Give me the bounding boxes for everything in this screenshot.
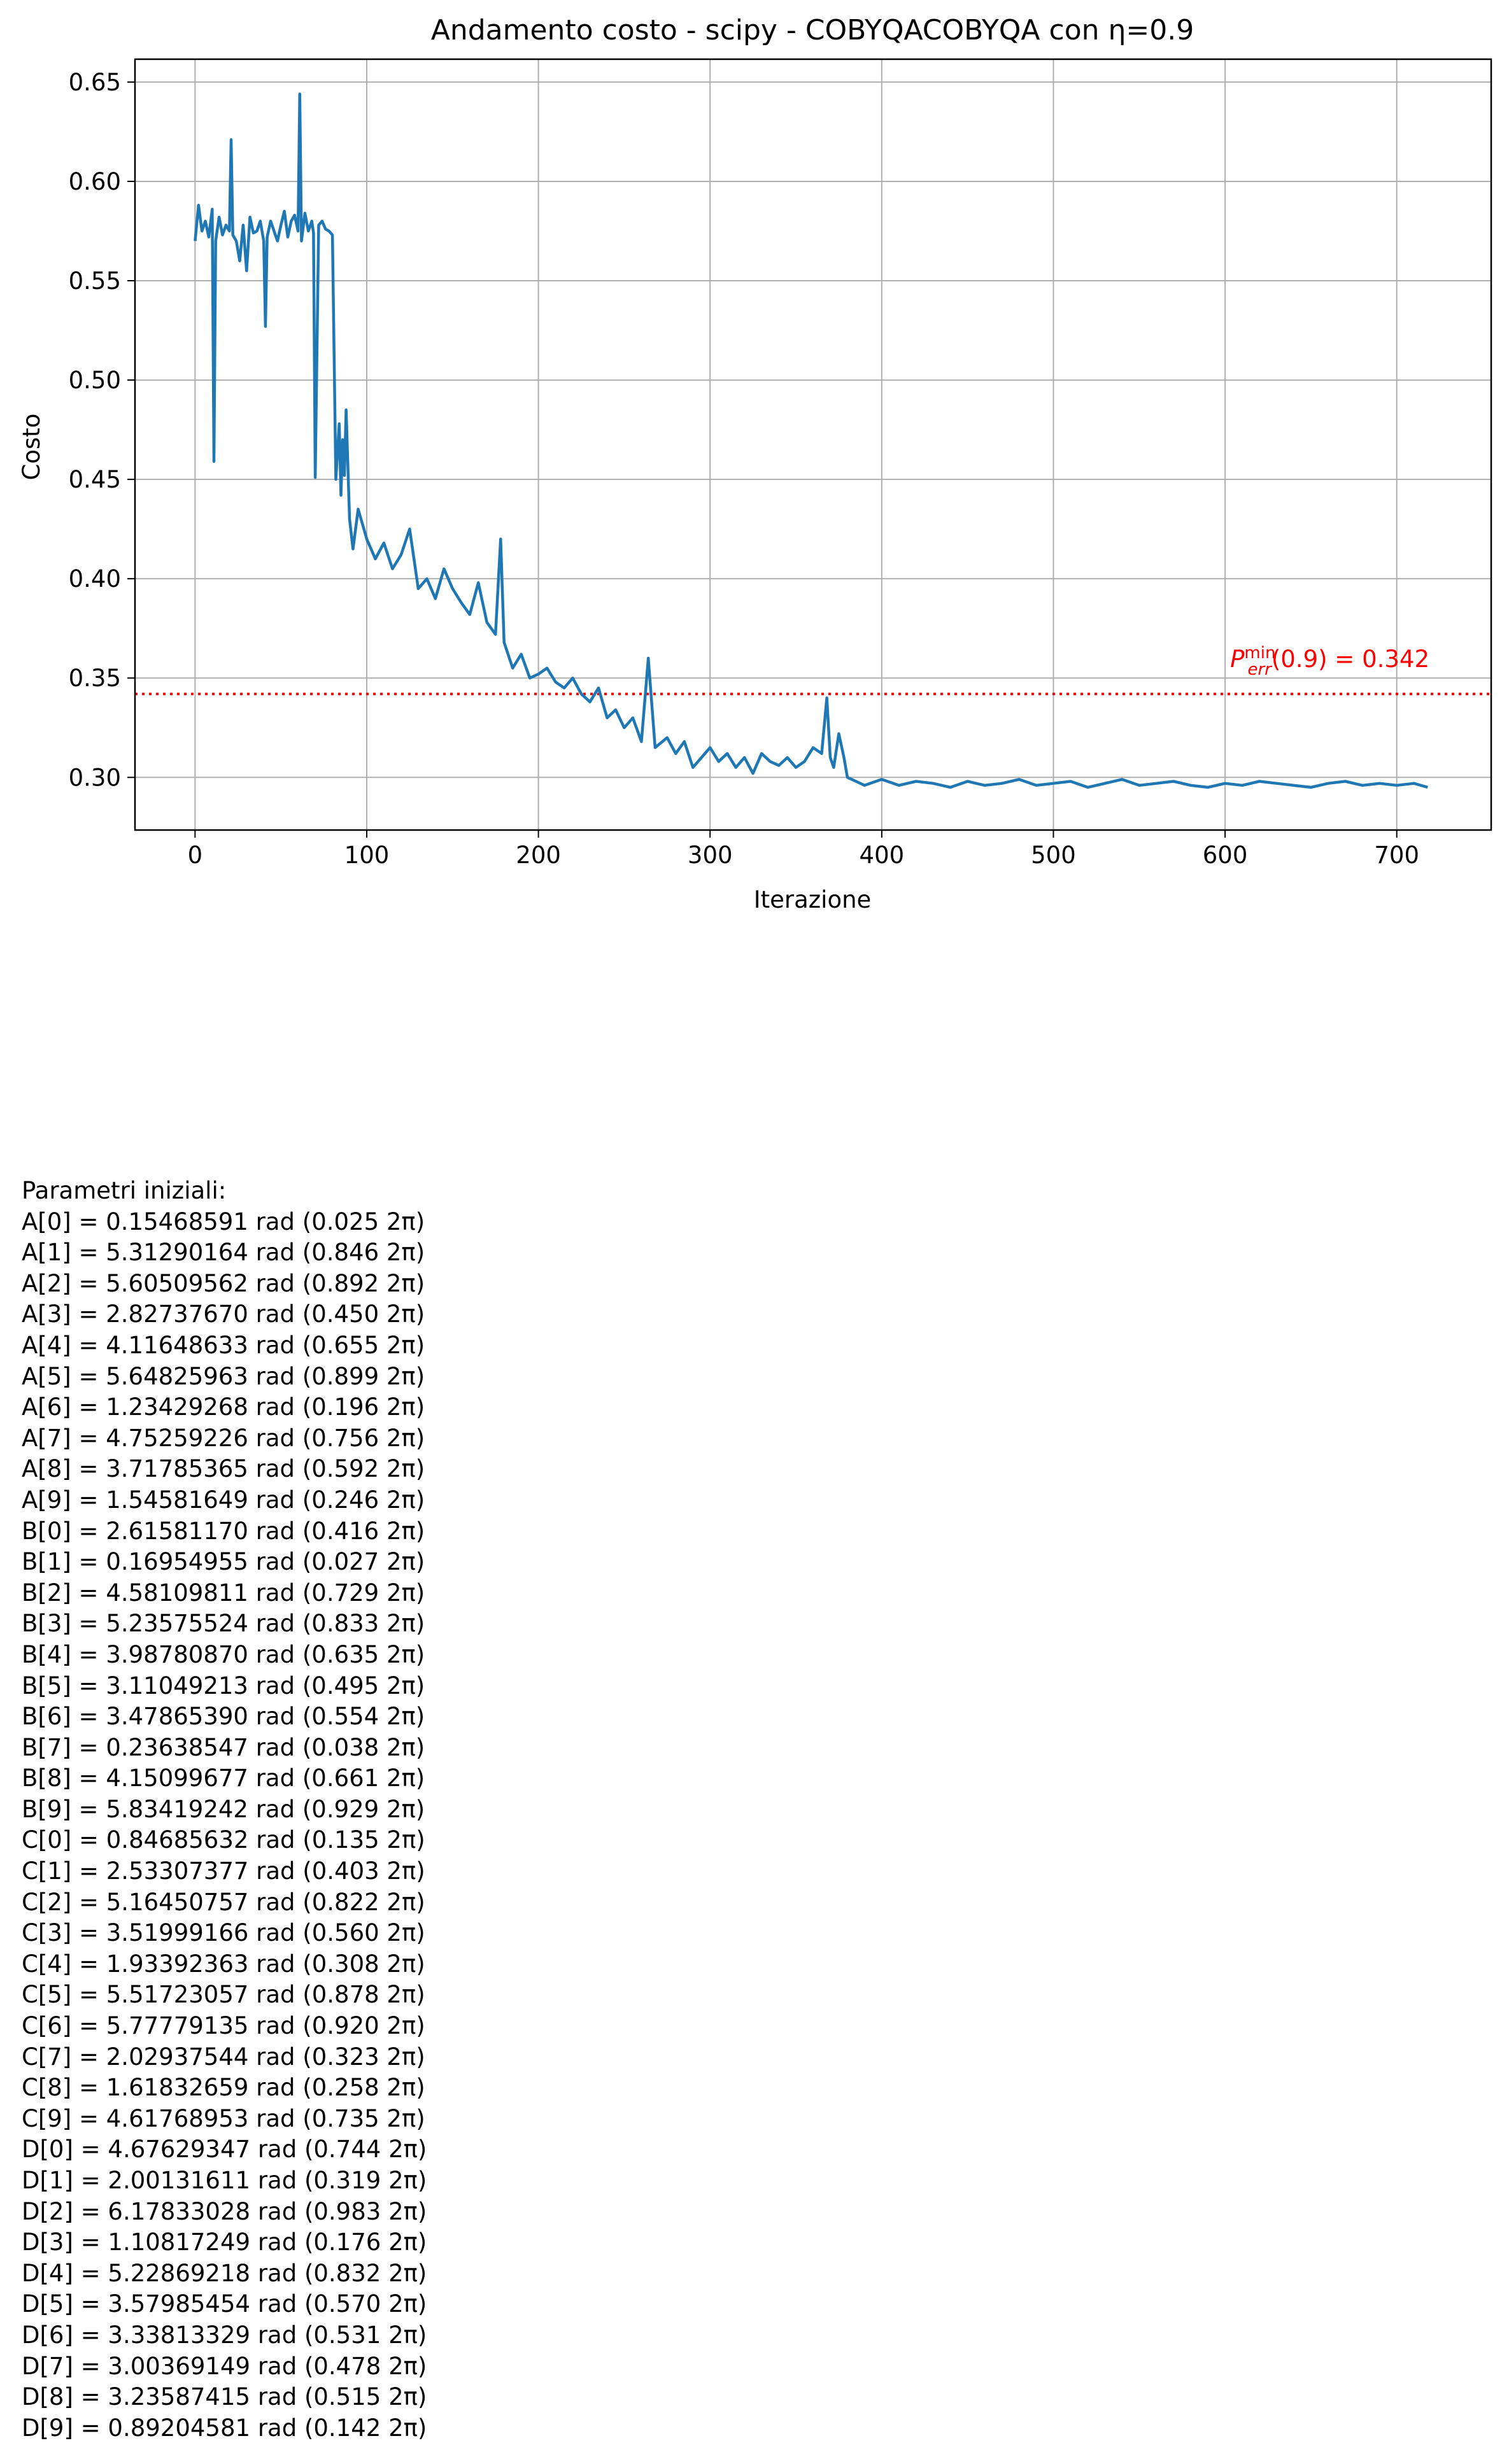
param-line: C[2] = 5.16450757 rad (0.822 2π) bbox=[22, 1888, 425, 1916]
param-line: B[0] = 2.61581170 rad (0.416 2π) bbox=[22, 1517, 425, 1545]
params-list: A[0] = 0.15468591 rad (0.025 2π) A[1] = 5… bbox=[22, 1207, 786, 2442]
axis-ticks: 0 100 200 300 400 500 600 700 0.30 0.35 0.40 0.45 0.… bbox=[69, 69, 1419, 869]
param-line: B[1] = 0.16954955 rad (0.027 2π) bbox=[22, 1548, 425, 1576]
y-tick-label: 0.60 bbox=[69, 168, 121, 195]
param-line: D[4] = 5.22869218 rad (0.832 2π) bbox=[22, 2259, 427, 2287]
param-line: C[1] = 2.53307377 rad (0.403 2π) bbox=[22, 1857, 425, 1885]
param-line: B[2] = 4.58109811 rad (0.729 2π) bbox=[22, 1579, 425, 1607]
initial-parameters: Parametri iniziali: A[0] = 0.15468591 ra… bbox=[22, 1176, 786, 2442]
x-tick-label: 200 bbox=[516, 841, 561, 869]
param-line: C[8] = 1.61832659 rad (0.258 2π) bbox=[22, 2074, 425, 2102]
param-line: A[1] = 5.31290164 rad (0.846 2π) bbox=[22, 1239, 425, 1267]
x-tick-label: 500 bbox=[1031, 841, 1076, 869]
param-line: C[7] = 2.02937544 rad (0.323 2π) bbox=[22, 2043, 425, 2071]
param-line: B[4] = 3.98780870 rad (0.635 2π) bbox=[22, 1640, 425, 1668]
x-tick-label: 300 bbox=[688, 841, 733, 869]
param-line: A[5] = 5.64825963 rad (0.899 2π) bbox=[22, 1362, 425, 1390]
param-line: A[0] = 0.15468591 rad (0.025 2π) bbox=[22, 1207, 425, 1236]
param-line: D[6] = 3.33813329 rad (0.531 2π) bbox=[22, 2321, 427, 2349]
param-line: B[6] = 3.47865390 rad (0.554 2π) bbox=[22, 1703, 425, 1731]
y-axis-label: Costo bbox=[18, 414, 45, 481]
param-line: D[8] = 3.23587415 rad (0.515 2π) bbox=[22, 2383, 427, 2411]
reference-label: Pmin err(0.9) = 0.342 bbox=[1230, 644, 1429, 679]
param-line: A[8] = 3.71785365 rad (0.592 2π) bbox=[22, 1455, 425, 1483]
param-line: C[5] = 5.51723057 rad (0.878 2π) bbox=[22, 1981, 425, 2009]
y-tick-label: 0.30 bbox=[69, 764, 121, 791]
ref-label-sub: err bbox=[1247, 660, 1273, 679]
y-tick-label: 0.40 bbox=[69, 565, 121, 593]
ref-label-value: (0.9) = 0.342 bbox=[1272, 645, 1429, 673]
param-line: B[5] = 3.11049213 rad (0.495 2π) bbox=[22, 1672, 425, 1700]
param-line: D[7] = 3.00369149 rad (0.478 2π) bbox=[22, 2352, 427, 2380]
params-heading: Parametri iniziali: bbox=[22, 1177, 227, 1204]
param-line: B[7] = 0.23638547 rad (0.038 2π) bbox=[22, 1733, 425, 1761]
param-line: B[9] = 5.83419242 rad (0.929 2π) bbox=[22, 1795, 425, 1823]
param-line: D[5] = 3.57985454 rad (0.570 2π) bbox=[22, 2290, 427, 2318]
param-line: C[4] = 1.93392363 rad (0.308 2π) bbox=[22, 1950, 425, 1978]
y-tick-label: 0.55 bbox=[69, 267, 121, 295]
param-line: C[9] = 4.61768953 rad (0.735 2π) bbox=[22, 2104, 425, 2132]
y-tick-label: 0.35 bbox=[69, 665, 121, 692]
ref-label-sup: min bbox=[1244, 644, 1275, 663]
param-line: D[9] = 0.89204581 rad (0.142 2π) bbox=[22, 2414, 427, 2442]
series-group bbox=[194, 92, 1428, 789]
ref-label-symbol: P bbox=[1230, 645, 1245, 673]
cost-chart: Andamento costo - scipy - COBYQACOBYQA c… bbox=[18, 14, 1492, 913]
param-line: A[4] = 4.11648633 rad (0.655 2π) bbox=[22, 1331, 425, 1359]
grid bbox=[135, 59, 1491, 830]
x-tick-label: 100 bbox=[344, 841, 390, 869]
y-tick-label: 0.65 bbox=[69, 69, 121, 96]
cost-line bbox=[194, 92, 1428, 789]
param-line: A[7] = 4.75259226 rad (0.756 2π) bbox=[22, 1424, 425, 1452]
x-axis-label: Iterazione bbox=[754, 886, 872, 913]
y-tick-label: 0.45 bbox=[69, 466, 121, 493]
param-line: C[3] = 3.51999166 rad (0.560 2π) bbox=[22, 1919, 425, 1947]
param-line: B[8] = 4.15099677 rad (0.661 2π) bbox=[22, 1764, 425, 1792]
param-line: A[6] = 1.23429268 rad (0.196 2π) bbox=[22, 1393, 425, 1421]
param-line: A[9] = 1.54581649 rad (0.246 2π) bbox=[22, 1486, 425, 1514]
param-line: D[3] = 1.10817249 rad (0.176 2π) bbox=[22, 2228, 427, 2256]
x-tick-label: 0 bbox=[188, 841, 203, 869]
param-line: D[1] = 2.00131611 rad (0.319 2π) bbox=[22, 2167, 427, 2194]
x-tick-label: 700 bbox=[1374, 841, 1419, 869]
chart-title: Andamento costo - scipy - COBYQACOBYQA c… bbox=[431, 14, 1194, 46]
param-line: C[6] = 5.77779135 rad (0.920 2π) bbox=[22, 2012, 425, 2040]
param-line: D[0] = 4.67629347 rad (0.744 2π) bbox=[22, 2136, 427, 2164]
param-line: C[0] = 0.84685632 rad (0.135 2π) bbox=[22, 1826, 425, 1854]
param-line: A[2] = 5.60509562 rad (0.892 2π) bbox=[22, 1269, 425, 1297]
param-line: B[3] = 5.23575524 rad (0.833 2π) bbox=[22, 1610, 425, 1638]
param-line: A[3] = 2.82737670 rad (0.450 2π) bbox=[22, 1300, 425, 1328]
x-tick-label: 600 bbox=[1203, 841, 1248, 869]
y-tick-label: 0.50 bbox=[69, 367, 121, 394]
x-tick-label: 400 bbox=[860, 841, 905, 869]
param-line: D[2] = 6.17833028 rad (0.983 2π) bbox=[22, 2197, 427, 2225]
plot-frame bbox=[134, 58, 1492, 831]
